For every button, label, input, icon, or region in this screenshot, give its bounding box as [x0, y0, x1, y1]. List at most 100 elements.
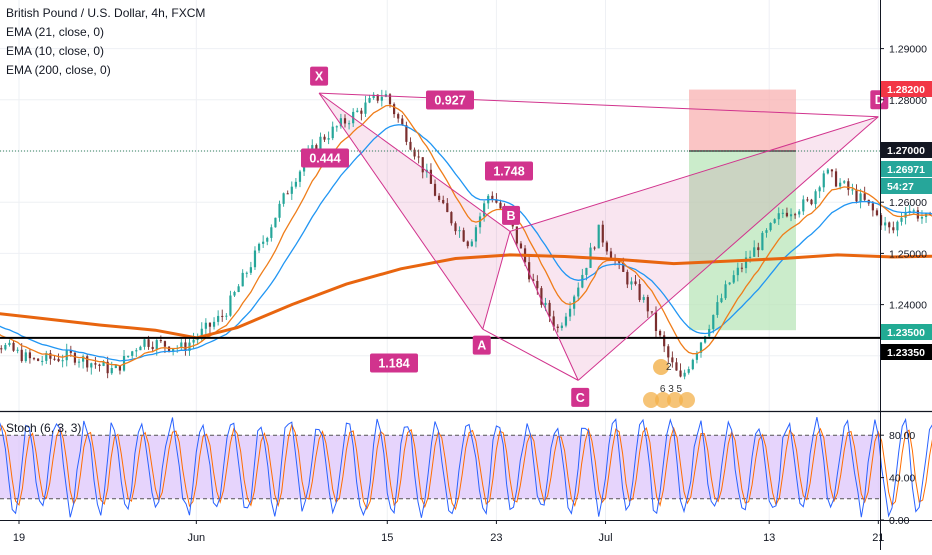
candle-body-14 — [20, 349, 23, 362]
candle-body-187 — [728, 282, 731, 285]
candle-body-22 — [53, 358, 56, 360]
leg-xd — [319, 92, 879, 118]
candle-body-73 — [262, 241, 265, 244]
price-tag-stop-bg — [881, 81, 932, 97]
candle-body-196 — [765, 230, 768, 233]
candle-body-119 — [450, 212, 453, 224]
candle-body-44 — [143, 339, 146, 347]
ratio-bd-label: 1.748 — [485, 161, 533, 181]
price-tag-entry-text: 1.27000 — [887, 145, 925, 157]
point-x-label: X — [310, 66, 329, 86]
candle-body-29 — [82, 356, 85, 362]
candle-body-116 — [438, 195, 441, 200]
candle-body-97 — [360, 110, 363, 114]
candle-body-228 — [896, 221, 899, 231]
leg-bd — [509, 116, 879, 232]
candle-body-211 — [826, 169, 829, 174]
candle-body-105 — [393, 104, 396, 115]
point-b-label: B — [502, 205, 521, 225]
candle-body-230 — [904, 212, 907, 218]
candle-body-32 — [94, 363, 97, 365]
candle-body-96 — [356, 110, 359, 112]
candle-body-186 — [724, 284, 727, 299]
price-tag-current-text: 1.26971 — [887, 164, 925, 176]
candle-body-61 — [212, 321, 216, 327]
candle-body-88 — [323, 136, 326, 140]
price-tag-support-text: 1.23350 — [887, 347, 925, 359]
candle-body-15 — [24, 352, 27, 362]
candle-body-79 — [286, 193, 289, 195]
candle-body-27 — [73, 352, 77, 363]
horizontal-levels — [0, 150, 880, 339]
candle-body-189 — [736, 267, 739, 276]
candle-body-104 — [388, 94, 392, 105]
price-tag-target-bg — [881, 324, 932, 340]
candle-body-92 — [339, 118, 343, 127]
candle-body-229 — [900, 217, 903, 222]
ratio-xd-label-bg — [426, 90, 474, 110]
time-tick-6: 21 — [872, 532, 884, 544]
candle-body-31 — [90, 363, 93, 368]
price-tag-entry-bg — [881, 142, 932, 158]
leg-bc — [509, 231, 579, 381]
candle-body-125 — [474, 227, 478, 242]
price-tag-stop-text: 1.28200 — [887, 84, 925, 96]
stoch-label: Stoch (6, 3, 3) — [6, 421, 82, 435]
candle-body-108 — [405, 125, 408, 142]
candle-body-70 — [249, 267, 252, 273]
candle-body-51 — [172, 348, 175, 352]
candle-body-217 — [851, 189, 854, 191]
candle-body-173 — [671, 357, 674, 363]
candle-body-206 — [806, 199, 809, 201]
candle-body-74 — [266, 237, 269, 242]
candle-body-47 — [155, 340, 158, 350]
candle-body-111 — [417, 156, 420, 158]
candle-body-168 — [650, 311, 653, 313]
candle-body-60 — [208, 322, 212, 327]
candle-body-101 — [376, 94, 379, 101]
candle-body-48 — [159, 340, 162, 342]
price-tag-stop: 1.28200 — [881, 81, 932, 97]
candle-body-120 — [454, 223, 457, 232]
candle-body-219 — [859, 193, 862, 202]
candle-body-143 — [548, 302, 551, 317]
stoch-tick-1: 40.00 — [889, 473, 915, 485]
candle-body-40 — [127, 355, 130, 357]
candle-body-75 — [270, 227, 273, 238]
candle-body-109 — [409, 141, 412, 150]
stoch-k-line — [0, 416, 932, 518]
candle-body-77 — [278, 203, 281, 218]
candle-body-174 — [675, 362, 678, 371]
candle-body-224 — [879, 215, 883, 226]
event-icons: 2 6 3 5 — [643, 359, 695, 408]
ratio-xb-label-text: 0.444 — [309, 152, 340, 166]
point-c-label-text: C — [576, 391, 585, 405]
candle-body-90 — [331, 126, 334, 139]
candle-body-86 — [315, 145, 318, 151]
event-count-bottom: 6 3 5 — [660, 384, 683, 395]
event-flag-us-icon-3 — [667, 392, 683, 408]
stochastic-pane — [0, 416, 932, 518]
candle-body-91 — [335, 126, 338, 128]
candle-body-18 — [36, 358, 40, 361]
candle-body-171 — [663, 335, 666, 347]
stoch-tick-0: 80.00 — [889, 430, 915, 442]
candle-body-43 — [139, 346, 142, 351]
candle-body-180 — [699, 342, 703, 353]
candle-body-213 — [834, 171, 838, 187]
legend-title: British Pound / U.S. Dollar, 4h, FXCM — [6, 6, 206, 20]
price-tag-countdown: 54:27 — [881, 178, 932, 194]
candle-body-82 — [298, 171, 302, 182]
candle-body-36 — [110, 368, 113, 374]
candle-body-28 — [77, 361, 81, 363]
candle-body-154 — [593, 247, 596, 249]
candle-body-188 — [732, 275, 735, 283]
candle-body-107 — [401, 118, 404, 126]
ratio-bd-label-text: 1.748 — [493, 165, 524, 179]
stop-zone — [689, 89, 796, 151]
candle-body-204 — [798, 211, 801, 215]
trade-zones — [689, 89, 796, 331]
candle-body-184 — [716, 302, 719, 315]
leg-xb — [318, 92, 511, 232]
